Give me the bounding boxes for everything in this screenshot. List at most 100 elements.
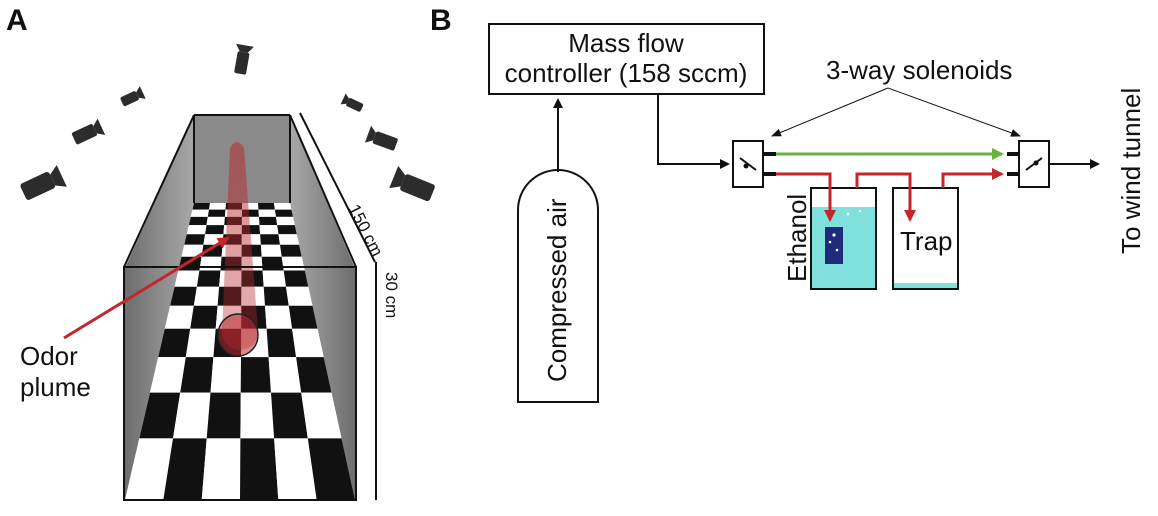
outlet-label: To wind tunnel xyxy=(1116,88,1146,254)
solenoid-pointer-1 xyxy=(771,87,889,137)
floor-tile xyxy=(301,392,342,439)
plume-label-line1: Odor xyxy=(20,341,78,371)
floor-tile xyxy=(240,392,275,439)
floor-tile xyxy=(190,209,209,217)
floor-tile xyxy=(266,328,297,358)
trap-label: Trap xyxy=(900,226,953,256)
dim-length-label: 150 cm xyxy=(344,201,386,259)
panel-b-label: B xyxy=(430,4,452,37)
floor-tile xyxy=(296,357,332,393)
floor-tile xyxy=(271,392,308,439)
floor-tile xyxy=(192,203,210,210)
mfc-label-line1: Mass flow xyxy=(568,28,684,58)
dim-height-label: 30 cm xyxy=(382,272,401,318)
floor-tile xyxy=(196,270,221,287)
floor-tile xyxy=(240,438,279,500)
floor-tile xyxy=(260,244,282,257)
floor-tile xyxy=(207,209,226,217)
compressed-air-label: Compressed air xyxy=(542,198,572,382)
floor-tile xyxy=(276,216,295,226)
ethanol-label: Ethanol xyxy=(782,194,812,282)
camera-icon xyxy=(120,86,146,107)
plume-source xyxy=(217,313,259,357)
floor-tile xyxy=(292,328,324,358)
camera-icon xyxy=(20,164,67,200)
floor-tile xyxy=(185,328,216,358)
floor-tile xyxy=(193,286,220,306)
floor-tile xyxy=(274,203,292,210)
panel-a: A xyxy=(6,4,435,501)
odor-line-to-ethanol xyxy=(776,172,836,222)
tunnel-wall-left xyxy=(125,116,194,500)
panel-a-label: A xyxy=(6,4,28,37)
floor-tile xyxy=(283,270,309,287)
floor-tile xyxy=(288,305,318,329)
floor-tile xyxy=(164,305,194,329)
floor-tile xyxy=(278,234,300,245)
floor-tile xyxy=(210,357,241,393)
mass-flow-controller-box xyxy=(488,23,765,95)
odor-line-to-trap xyxy=(855,172,916,222)
ethanol-jar xyxy=(810,187,877,290)
floor-tile xyxy=(206,216,225,226)
floor-tile xyxy=(178,256,202,271)
ethanol-sample-insert xyxy=(825,227,843,264)
floor-tile xyxy=(125,438,173,500)
floor-tile xyxy=(201,438,241,500)
camera-icon xyxy=(234,43,254,75)
plume-arrow xyxy=(63,236,230,340)
floor-tile xyxy=(281,256,305,271)
floor-tile xyxy=(286,286,313,306)
solenoid-pointer-2 xyxy=(887,87,1021,137)
camera-icon xyxy=(340,93,364,112)
plume-label-line2: plume xyxy=(20,372,91,402)
solenoids-label: 3-way solenoids xyxy=(826,55,1012,85)
floor-tile xyxy=(173,392,211,439)
floor-tile xyxy=(265,305,293,329)
checkerboard-floor xyxy=(125,203,355,500)
trap-jar xyxy=(892,187,959,290)
floor-tile xyxy=(209,203,226,210)
floor-tile xyxy=(186,225,207,235)
solenoid-valve-1 xyxy=(732,140,776,188)
floor-tile xyxy=(262,270,286,287)
floor-tile xyxy=(240,357,271,393)
camera-icon xyxy=(364,125,398,151)
compressed-air-cylinder xyxy=(517,169,599,403)
dimension-line-length xyxy=(299,112,376,263)
floor-tile xyxy=(163,438,207,500)
floor-tile xyxy=(263,286,289,306)
solenoid-valve-2 xyxy=(1007,140,1050,188)
camera-icon xyxy=(71,118,106,145)
floor-tile xyxy=(190,305,218,329)
floor-tile xyxy=(184,234,206,245)
floor-tile xyxy=(158,328,191,358)
floor-tile xyxy=(274,209,293,217)
floor-tile xyxy=(150,357,186,393)
floor-tile xyxy=(274,438,317,500)
floor-tile xyxy=(280,244,302,257)
tunnel-frame xyxy=(123,114,357,501)
odor-plume xyxy=(222,142,258,350)
floor-tile xyxy=(180,357,214,393)
camera-icon xyxy=(389,165,435,202)
floor-tile xyxy=(259,216,278,226)
odor-line-to-solenoid xyxy=(941,168,1004,188)
floor-tile xyxy=(206,392,241,439)
floor-tile xyxy=(188,216,208,226)
tunnel-wall-right xyxy=(290,116,355,500)
floor-tile xyxy=(205,225,225,235)
floor-tile xyxy=(307,438,355,500)
floor-tile xyxy=(170,286,197,306)
mfc-label-line2: controller (158 sccm) xyxy=(505,58,748,88)
mfc-to-solenoid-line xyxy=(657,94,730,169)
floor-tile xyxy=(258,209,276,217)
floor-tile xyxy=(268,357,302,393)
floor-tile xyxy=(258,203,275,210)
floor-tile xyxy=(277,225,297,235)
floor-tile xyxy=(261,256,284,271)
panel-b: B Mass flow controller (158 sccm) Compre… xyxy=(430,4,1146,403)
floor-tile xyxy=(139,392,181,439)
floor-tile xyxy=(259,225,279,235)
